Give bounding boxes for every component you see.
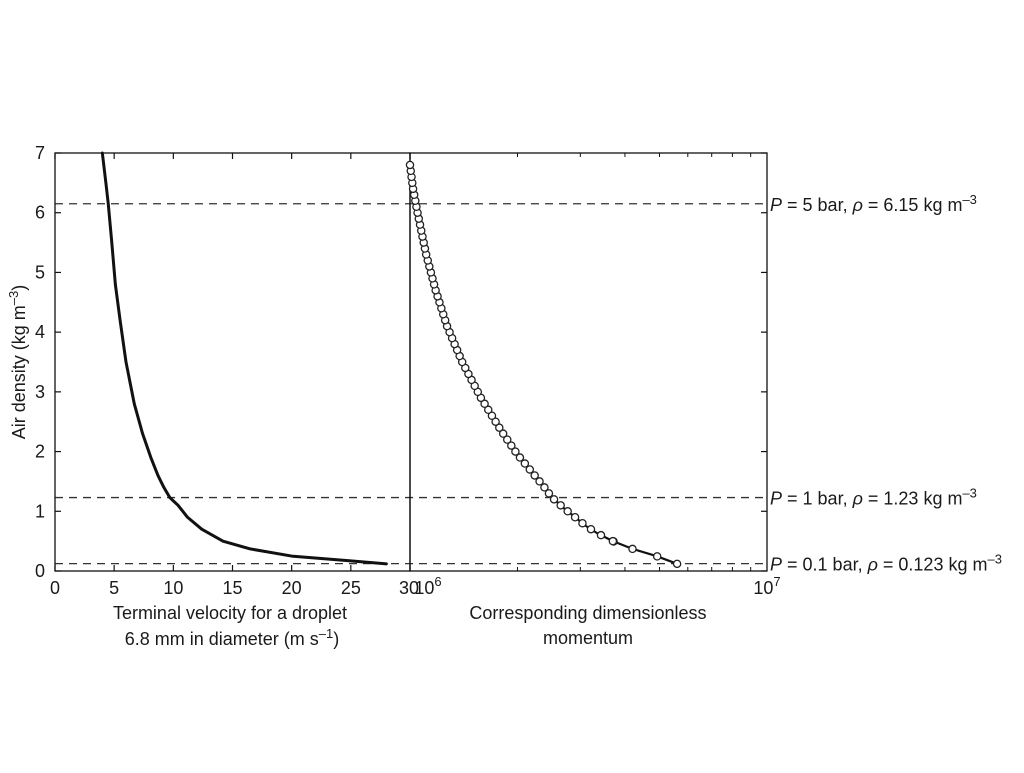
plot-frames [54, 152, 768, 572]
x-axis-title-text: 6.8 mm in diameter (m s [125, 629, 319, 649]
momentum-point [484, 405, 493, 415]
tick-exponent: 7 [773, 574, 780, 589]
tick-base: 10 [414, 578, 434, 598]
y-tick-label: 6 [35, 203, 45, 223]
y-tick-label: 0 [35, 561, 45, 581]
y-axis-title-text: Air density (kg m [9, 305, 29, 439]
momentum-point [556, 501, 565, 510]
momentum-point [578, 518, 587, 528]
x-tick-label: 30 [399, 578, 419, 598]
momentum-point [511, 447, 520, 456]
momentum-point [498, 429, 508, 438]
annotation-pressure-symbol: P [770, 555, 782, 575]
y-tick-label: 2 [35, 442, 45, 462]
momentum-curve [408, 164, 678, 565]
annotation-density-value: = 0.123 kg m [878, 555, 988, 575]
annotation-unit-exponent: –3 [962, 192, 976, 207]
momentum-point [628, 544, 637, 554]
momentum-point [487, 411, 497, 420]
x-axis-title-exponent: –1 [319, 626, 333, 641]
momentum-point [503, 435, 512, 444]
tick-base: 10 [753, 578, 773, 598]
x-tick-label-log: 106 [414, 574, 441, 598]
y-axis-title: Air density (kg m–3) [6, 285, 29, 440]
reference-lines-layer [55, 203, 767, 565]
momentum-point [672, 559, 682, 569]
momentum-point [525, 465, 535, 474]
momentum-point [520, 459, 530, 468]
momentum-point [608, 536, 618, 546]
y-axis-title-close: ) [9, 285, 29, 291]
y-tick-label: 7 [35, 143, 45, 163]
annotation-density-value: = 1.23 kg m [863, 489, 963, 509]
y-tick-label: 4 [35, 322, 45, 342]
momentum-point [652, 552, 662, 561]
y-tick-label: 1 [35, 501, 45, 521]
pressure-annotation: P = 5 bar, ρ = 6.15 kg m–3 [770, 192, 977, 215]
momentum-point [405, 160, 415, 170]
annotation-unit-exponent: –3 [987, 552, 1001, 567]
series-layer [100, 151, 682, 569]
momentum-point [540, 483, 549, 492]
momentum-point [491, 417, 500, 426]
x-tick-label: 25 [341, 578, 361, 598]
x-axis-title-line2: 6.8 mm in diameter (m s–1) [125, 626, 340, 649]
momentum-point [535, 477, 544, 486]
momentum-point [563, 507, 572, 516]
momentum-point [507, 441, 516, 450]
momentum-point [570, 513, 580, 522]
x-tick-label: 0 [50, 578, 60, 598]
momentum-point [495, 423, 504, 432]
x-tick-label-log: 107 [753, 574, 780, 598]
ticks-layer [54, 152, 767, 572]
annotation-density-symbol: ρ [867, 555, 878, 575]
momentum-point [544, 489, 554, 498]
tick-exponent: 6 [434, 574, 441, 589]
annotation-pressure-value: = 5 bar, [782, 195, 853, 215]
right-plot-frame [409, 152, 768, 572]
pressure-annotation: P = 1 bar, ρ = 1.23 kg m–3 [770, 486, 977, 509]
annotation-pressure-symbol: P [770, 489, 782, 509]
annotation-pressure-symbol: P [770, 195, 782, 215]
momentum-point [596, 530, 606, 540]
momentum-point [515, 453, 525, 462]
x-tick-label: 15 [222, 578, 242, 598]
x-axis-title-line1: Terminal velocity for a droplet [113, 603, 347, 623]
annotation-unit-exponent: –3 [962, 486, 976, 501]
x2-axis-title-line2: momentum [543, 628, 633, 648]
x-tick-label: 20 [282, 578, 302, 598]
x-tick-label: 10 [163, 578, 183, 598]
y-axis-title-exponent: –3 [6, 291, 21, 305]
momentum-point [549, 495, 559, 504]
annotation-density-symbol: ρ [852, 489, 863, 509]
momentum-point [530, 471, 539, 480]
annotation-pressure-value: = 0.1 bar, [782, 555, 868, 575]
annotation-density-symbol: ρ [852, 195, 863, 215]
annotation-pressure-value: = 1 bar, [782, 489, 853, 509]
momentum-point [480, 399, 489, 409]
momentum-point [586, 524, 596, 534]
x-tick-label: 5 [109, 578, 119, 598]
velocity-curve [100, 151, 388, 566]
x-axis-title-close: ) [333, 629, 339, 649]
pressure-annotation: P = 0.1 bar, ρ = 0.123 kg m–3 [770, 552, 1002, 575]
x2-axis-title-line1: Corresponding dimensionless [469, 603, 706, 623]
y-tick-label: 5 [35, 262, 45, 282]
annotation-density-value: = 6.15 kg m [863, 195, 963, 215]
y-tick-label: 3 [35, 382, 45, 402]
